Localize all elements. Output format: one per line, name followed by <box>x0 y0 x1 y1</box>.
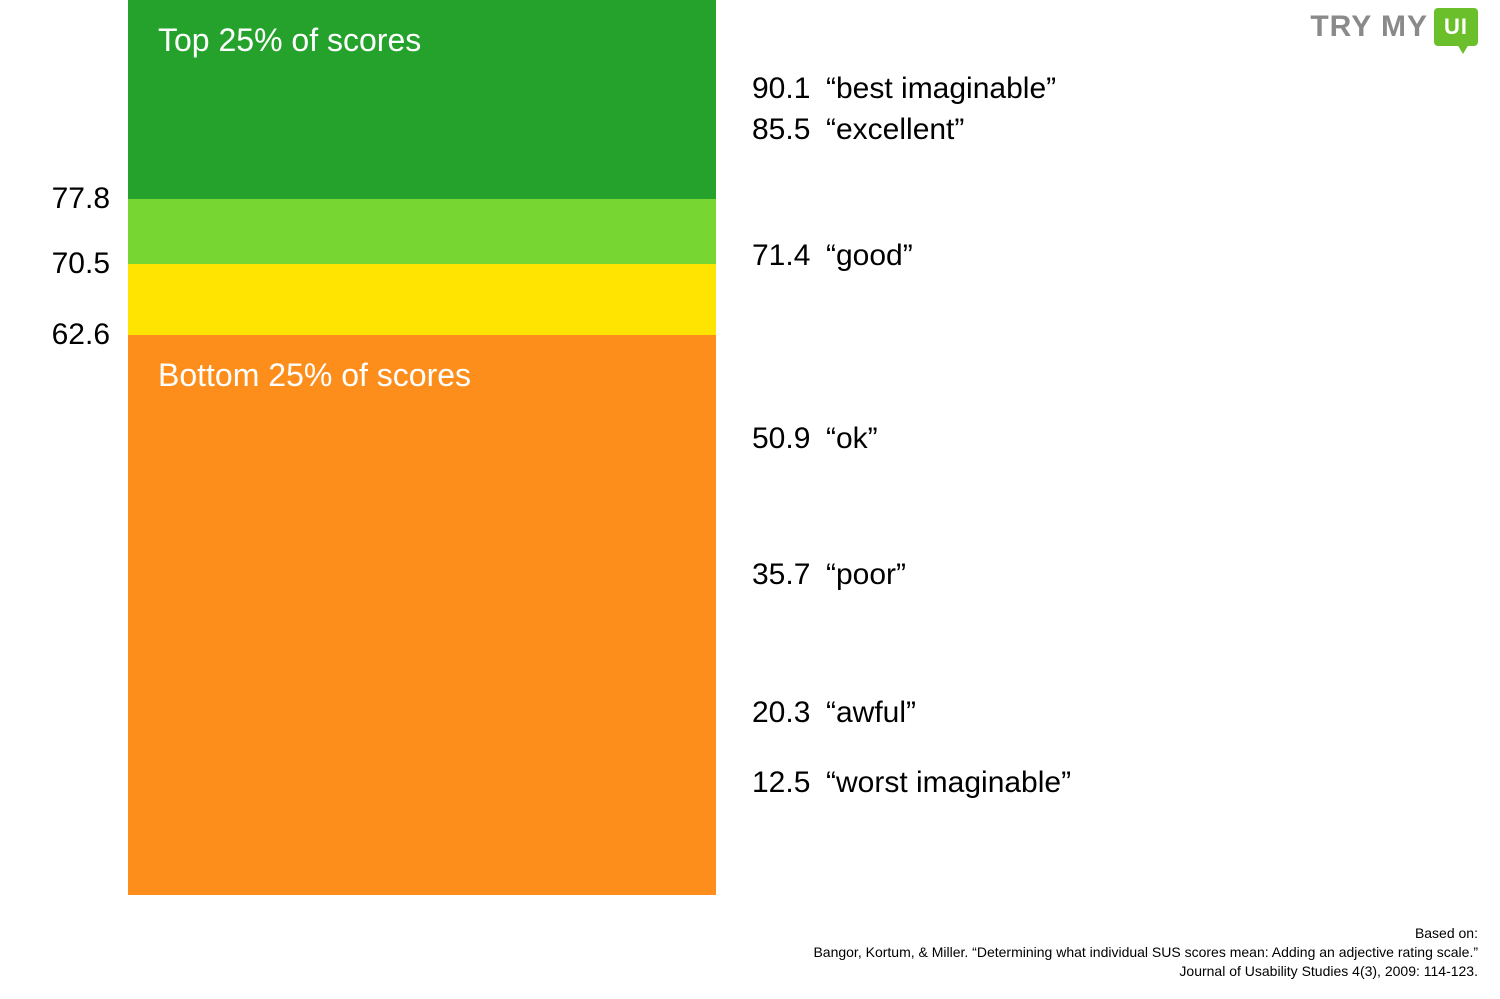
logo-mark-icon: UI <box>1434 8 1478 46</box>
rating-score: 12.5 <box>752 766 810 800</box>
trymyui-logo: TRY MY UI <box>1310 8 1478 46</box>
rating-label: “awful” <box>826 696 916 730</box>
quartile-boundary: 77.8 <box>52 182 110 216</box>
rating-label: “worst imaginable” <box>826 766 1071 800</box>
rating-score: 90.1 <box>752 72 810 106</box>
rating-label: “excellent” <box>826 113 964 147</box>
rating-label: “poor” <box>826 558 906 592</box>
rating-label: “good” <box>826 239 913 273</box>
score-band <box>128 335 716 895</box>
score-band <box>128 264 716 335</box>
citation-prefix: Based on: <box>813 924 1478 943</box>
sus-score-scale: TRY MY UI Based on: Bangor, Kortum, & Mi… <box>0 0 1500 999</box>
rating-label: “best imaginable” <box>826 72 1056 106</box>
band-label: Top 25% of scores <box>158 22 421 59</box>
quartile-boundary: 70.5 <box>52 247 110 281</box>
rating-score: 85.5 <box>752 113 810 147</box>
logo-text: TRY MY <box>1310 10 1428 44</box>
rating-score: 50.9 <box>752 422 810 456</box>
rating-score: 71.4 <box>752 239 810 273</box>
quartile-boundary: 62.6 <box>52 318 110 352</box>
citation-line1: Bangor, Kortum, & Miller. “Determining w… <box>813 943 1478 962</box>
citation: Based on: Bangor, Kortum, & Miller. “Det… <box>813 924 1478 981</box>
rating-score: 35.7 <box>752 558 810 592</box>
band-label: Bottom 25% of scores <box>158 357 471 394</box>
rating-score: 20.3 <box>752 696 810 730</box>
rating-label: “ok” <box>826 422 878 456</box>
citation-line2: Journal of Usability Studies 4(3), 2009:… <box>813 962 1478 981</box>
score-band <box>128 199 716 264</box>
